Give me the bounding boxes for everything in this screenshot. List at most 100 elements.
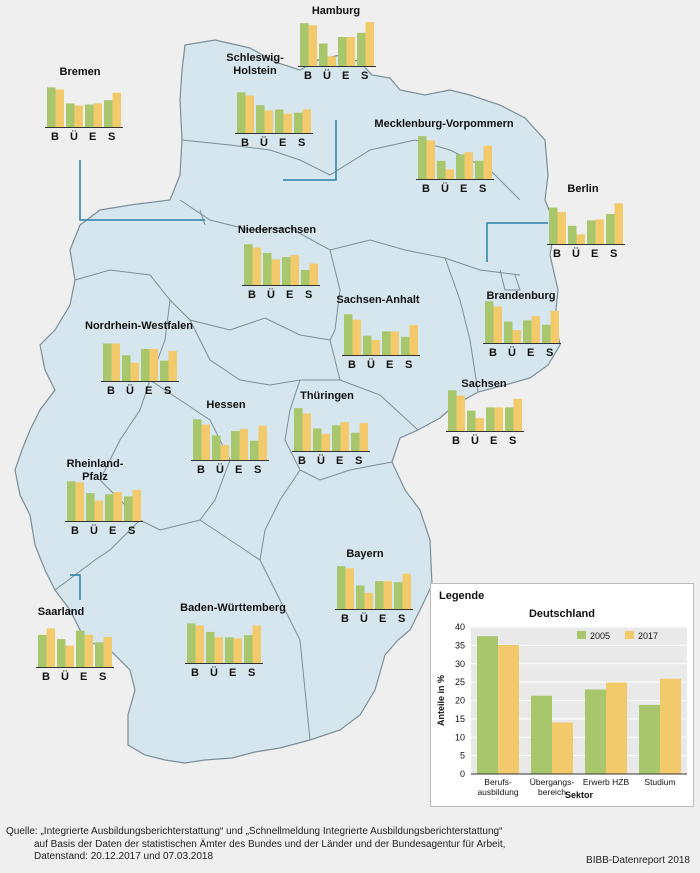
sector-letter: E [109, 525, 117, 537]
bar-2017 [201, 424, 210, 460]
sector-letter: B [348, 359, 356, 371]
bar-2005 [282, 257, 291, 285]
x-tick-label: Übergangs- [530, 777, 575, 787]
sector-letter: B [341, 613, 349, 625]
sector-letter: S [128, 525, 136, 537]
bar-2005 [104, 100, 113, 127]
bar-2005 [448, 390, 457, 431]
state-mini-chart [191, 419, 269, 461]
state-name: Mecklenburg-Vorpommern [374, 118, 514, 130]
sector-letter: S [164, 385, 172, 397]
sector-letter: S [509, 435, 517, 447]
bar-2017 [214, 637, 223, 663]
bar-2017 [576, 234, 585, 244]
state-mini-chart [36, 628, 114, 668]
x-tick-label: ausbildung [477, 787, 518, 797]
bar-2017 [65, 645, 74, 667]
bar-2005 [542, 324, 551, 343]
bar-2017 [290, 255, 299, 285]
state-chart: Mecklenburg-Vorpommern B Ü E S [374, 118, 513, 195]
y-tick-label: 20 [455, 696, 465, 706]
y-tick-label: 15 [455, 714, 465, 724]
bar-2017 [614, 203, 623, 244]
bar-2017 [258, 425, 267, 460]
legend-series-label: 2005 [590, 631, 610, 641]
sector-letter: B [71, 525, 79, 537]
y-tick-label: 5 [460, 751, 465, 761]
sector-letter: S [610, 248, 618, 260]
sector-letter: S [99, 671, 107, 683]
bar-2005 [485, 301, 494, 343]
x-tick-label: Berufs- [484, 777, 512, 787]
bar-2005 [301, 270, 310, 285]
sector-letter: Ü [572, 248, 580, 260]
state-border [444, 257, 479, 393]
state-name: Saarland [37, 606, 85, 618]
sector-letter: Ü [360, 613, 368, 625]
state-chart: Baden-Württemberg B Ü E S [180, 602, 286, 679]
bar-2005 [357, 32, 366, 66]
state-chart: Niedersachsen B Ü E S [238, 224, 322, 301]
state-chart: Saarland B Ü E S [36, 606, 116, 683]
state-chart: Bremen B Ü E S [45, 66, 125, 143]
state-name: Bayern [346, 548, 384, 560]
bar-2017 [390, 331, 399, 355]
bar-2005 [57, 639, 66, 667]
sector-letter: Ü [70, 131, 78, 143]
bar-2005 [105, 494, 114, 521]
state-border [199, 209, 206, 226]
bar-2017 [195, 625, 204, 663]
bar-2017 [494, 407, 503, 431]
bar-2005 [549, 207, 558, 244]
bar-2005 [294, 112, 303, 133]
bar-2017 [493, 306, 502, 343]
bar-2017 [132, 489, 141, 521]
legend-bar-2005 [531, 695, 552, 774]
bar-2005 [351, 432, 360, 451]
state-mini-chart [235, 92, 313, 134]
legend-chart-title: Deutschland [528, 608, 595, 620]
state-name: Hamburg [311, 5, 361, 17]
leader-line [79, 160, 205, 221]
sector-letter: E [379, 613, 387, 625]
bar-2005 [475, 160, 484, 179]
bar-2005 [568, 225, 577, 244]
bar-2017 [483, 145, 492, 179]
bar-2017 [402, 573, 411, 609]
bar-2005 [256, 105, 265, 133]
bar-2017 [371, 340, 380, 355]
state-name: Bremen [59, 66, 101, 78]
state-name: Nordrhein-Westfalen [85, 320, 193, 332]
state-mini-chart [65, 481, 143, 522]
sector-letter: Ü [471, 435, 479, 447]
sector-letter: Ü [216, 464, 224, 476]
sector-letter: B [298, 455, 306, 467]
sector-letter: E [235, 464, 243, 476]
sector-letter: S [108, 131, 116, 143]
sector-letter: S [398, 613, 406, 625]
legend-bar-2017 [498, 645, 519, 774]
y-axis-label: Anteile in % [436, 675, 446, 726]
bar-2005 [363, 335, 372, 355]
bar-2017 [426, 140, 435, 179]
bar-2017 [409, 325, 418, 355]
bar-2017 [113, 492, 122, 521]
bar-2017 [130, 362, 139, 381]
sector-letter: E [591, 248, 599, 260]
bar-2005 [141, 348, 150, 381]
sector-letter: E [342, 70, 350, 82]
bar-2017 [271, 259, 280, 285]
y-tick-label: 25 [455, 677, 465, 687]
bar-2017 [550, 310, 559, 343]
sector-letter: Ü [441, 183, 449, 195]
bar-2005 [467, 410, 476, 431]
sector-letter: E [336, 455, 344, 467]
bar-2005 [187, 623, 196, 663]
bar-2005 [86, 493, 95, 521]
bar-2005 [300, 23, 309, 66]
sector-letter: B [248, 289, 256, 301]
bar-2005 [47, 87, 56, 127]
sector-letter: Ü [267, 289, 275, 301]
state-border [199, 519, 311, 741]
